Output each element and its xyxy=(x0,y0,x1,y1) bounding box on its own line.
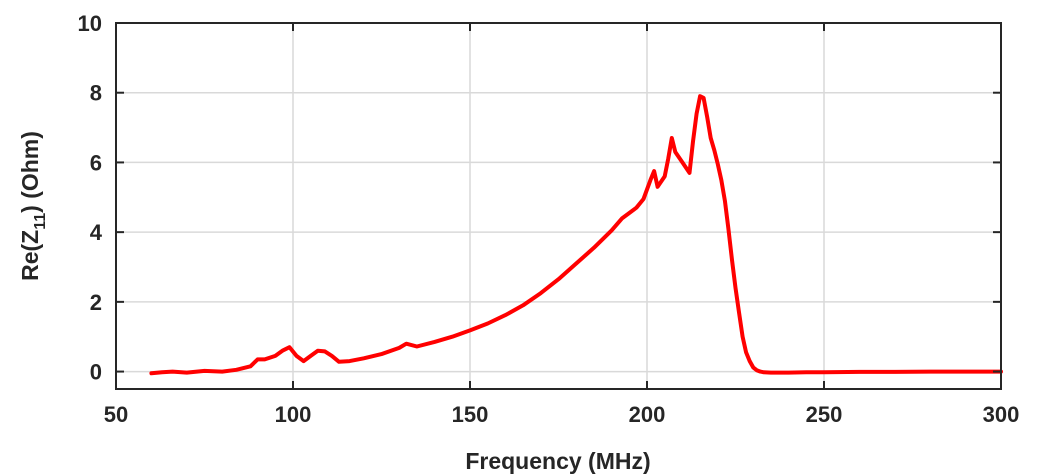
x-tick-labels: 50 100 150 200 250 300 xyxy=(104,402,1020,427)
x-tick-label: 150 xyxy=(452,402,489,427)
y-tick-label: 0 xyxy=(90,360,102,385)
series-layer xyxy=(149,94,1003,376)
x-tick-label: 250 xyxy=(806,402,843,427)
x-tick-label: 100 xyxy=(275,402,312,427)
y-tick-label: 4 xyxy=(90,220,103,245)
y-tick-label: 6 xyxy=(90,150,102,175)
y-tick-label: 10 xyxy=(78,11,102,36)
y-axis-label-suffix: ) (Ohm) xyxy=(17,131,43,213)
x-tick-label: 200 xyxy=(629,402,666,427)
x-tick-label: 300 xyxy=(983,402,1020,427)
grid-lines xyxy=(116,23,1001,389)
axis-ticks xyxy=(115,22,1002,389)
y-axis-label-prefix: Re(Z xyxy=(17,230,43,281)
y-axis-label-subscript: 11 xyxy=(32,213,49,230)
y-tick-label: 2 xyxy=(90,290,102,315)
plot-frame xyxy=(115,22,1002,390)
series-line xyxy=(149,94,1003,376)
x-tick-label: 50 xyxy=(104,402,128,427)
y-axis-label: Re(Z11) (Ohm) xyxy=(17,131,49,281)
x-axis-label: Frequency (MHz) xyxy=(465,448,650,474)
y-tick-labels: 0 2 4 6 8 10 xyxy=(78,11,103,385)
y-tick-label: 8 xyxy=(90,81,102,106)
